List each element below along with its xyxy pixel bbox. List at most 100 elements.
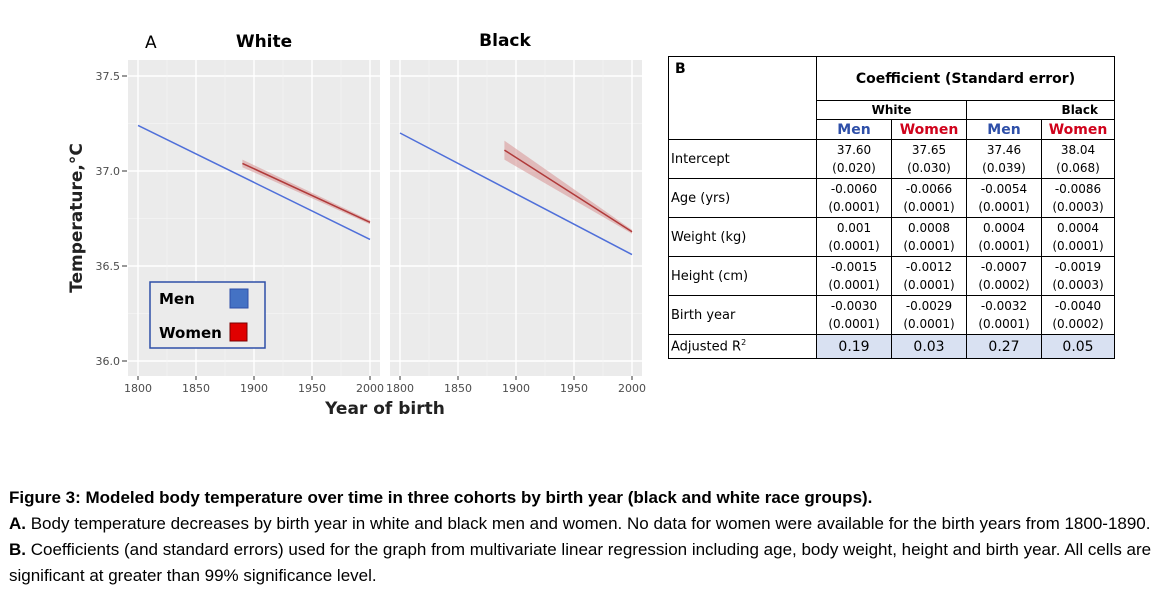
table-row: Weight (kg) 0.001 (0.0001) 0.0008 (0.0001) 0.…	[668, 217, 1115, 257]
standard-error-value: (0.0001)	[903, 278, 955, 292]
legend-label-men: Men	[159, 290, 195, 308]
legend: Men Women	[149, 281, 266, 349]
standard-error-value: (0.0001)	[903, 200, 955, 214]
table-cell: -0.0060 (0.0001)	[816, 178, 892, 218]
row-label: Weight (kg)	[668, 217, 817, 257]
coefficient-value: -0.0040	[1054, 299, 1102, 313]
col-header-black-women: Women	[1041, 119, 1115, 140]
standard-error-value: (0.039)	[982, 161, 1026, 175]
table-cell: -0.0086 (0.0003)	[1041, 178, 1115, 218]
table-cell: -0.0007 (0.0002)	[966, 256, 1042, 296]
coefficient-value: -0.0012	[905, 260, 953, 274]
y-tick-label: 37.0	[96, 165, 121, 178]
coefficient-value: -0.0015	[830, 260, 878, 274]
group-header-white: White	[816, 100, 967, 120]
x-tick-label: 2000	[618, 382, 646, 395]
coefficient-value: 37.65	[911, 143, 947, 157]
legend-swatch-men	[229, 288, 249, 309]
x-tick-label: 1950	[298, 382, 326, 395]
standard-error-value: (0.068)	[1056, 161, 1100, 175]
table-cell: 37.65 (0.030)	[891, 139, 967, 179]
table-cell: -0.0040 (0.0002)	[1041, 295, 1115, 335]
x-tick-label: 2000	[356, 382, 384, 395]
coefficient-value: 0.0008	[908, 221, 950, 235]
coefficient-rows: Intercept 37.60 (0.020) 37.65 (0.030) 37.46 (0…	[668, 139, 1115, 335]
caption-body: A. Body temperature decreases by birth y…	[9, 511, 1159, 589]
coefficient-table: B Coefficient (Standard error) White Bla…	[668, 56, 1115, 359]
table-cell: 0.001 (0.0001)	[816, 217, 892, 257]
r2-superscript: 2	[741, 338, 747, 348]
y-tick-label: 36.5	[96, 260, 121, 273]
standard-error-value: (0.0002)	[978, 278, 1030, 292]
table-cell: 0.0004 (0.0001)	[1041, 217, 1115, 257]
group-header-black: Black	[966, 100, 1115, 120]
figure-caption: Figure 3: Modeled body temperature over …	[9, 485, 1159, 589]
coefficient-value: 0.001	[836, 221, 872, 235]
standard-error-value: (0.0002)	[1052, 317, 1104, 331]
legend-label-women: Women	[159, 324, 222, 342]
caption-a-text: Body temperature decreases by birth year…	[26, 514, 1151, 533]
series-line-black-women	[503, 149, 633, 233]
legend-swatch-women	[229, 322, 248, 342]
facet-title-black: Black	[479, 31, 531, 51]
table-cell: -0.0029 (0.0001)	[891, 295, 967, 335]
coefficient-value: -0.0054	[980, 182, 1028, 196]
table-header-coefficient: Coefficient (Standard error)	[816, 56, 1115, 101]
row-label: Age (yrs)	[668, 178, 817, 218]
coefficient-value: -0.0066	[905, 182, 953, 196]
confidence-band-black-women	[504, 140, 632, 234]
series-line-black-men	[399, 132, 633, 256]
standard-error-value: (0.020)	[832, 161, 876, 175]
r2-value-white-women: 0.03	[891, 334, 967, 359]
standard-error-value: (0.0001)	[978, 317, 1030, 331]
standard-error-value: (0.0001)	[828, 317, 880, 331]
col-header-white-women: Women	[891, 119, 967, 140]
standard-error-value: (0.0003)	[1052, 278, 1104, 292]
r2-label-text: Adjusted R	[671, 339, 742, 355]
table-row: Height (cm) -0.0015 (0.0001) -0.0012 (0.0001…	[668, 256, 1115, 296]
y-tick-label: 36.0	[96, 355, 121, 368]
table-cell: 37.46 (0.039)	[966, 139, 1042, 179]
panel-a-letter: A	[145, 33, 157, 53]
coefficient-value: 38.04	[1060, 143, 1096, 157]
table-cell: -0.0012 (0.0001)	[891, 256, 967, 296]
standard-error-value: (0.0001)	[978, 200, 1030, 214]
caption-b-label: B.	[9, 540, 26, 559]
panel-b-letter: B	[668, 56, 817, 140]
table-cell: 0.0008 (0.0001)	[891, 217, 967, 257]
r2-label: Adjusted R2	[668, 334, 817, 359]
col-header-black-men: Men	[966, 119, 1042, 140]
caption-title: Figure 3: Modeled body temperature over …	[9, 488, 873, 507]
x-tick-label: 1850	[182, 382, 210, 395]
series-line-white-men	[137, 124, 371, 241]
row-label: Height (cm)	[668, 256, 817, 296]
coefficient-value: 37.60	[836, 143, 872, 157]
table-row: Age (yrs) -0.0060 (0.0001) -0.0066 (0.0001) -…	[668, 178, 1115, 218]
y-tick-label: 37.5	[96, 70, 121, 83]
coefficient-value: -0.0030	[830, 299, 878, 313]
r2-row: Adjusted R2 0.19 0.03 0.27 0.05	[668, 334, 1115, 359]
table-cell: -0.0066 (0.0001)	[891, 178, 967, 218]
facet-title-white: White	[236, 32, 292, 52]
x-tick-label: 1900	[240, 382, 268, 395]
r2-value-white-men: 0.19	[816, 334, 892, 359]
caption-a-label: A.	[9, 514, 26, 533]
table-cell: -0.0032 (0.0001)	[966, 295, 1042, 335]
coefficient-value: 0.0004	[1057, 221, 1099, 235]
standard-error-value: (0.0001)	[828, 278, 880, 292]
caption-b-text: Coefficients (and standard errors) used …	[9, 540, 1152, 585]
r2-value-black-men: 0.27	[966, 334, 1042, 359]
coefficient-value: -0.0007	[980, 260, 1028, 274]
table-cell: -0.0030 (0.0001)	[816, 295, 892, 335]
x-tick-label: 1950	[560, 382, 588, 395]
standard-error-value: (0.0003)	[1052, 200, 1104, 214]
table-cell: -0.0054 (0.0001)	[966, 178, 1042, 218]
coefficient-value: 37.46	[986, 143, 1022, 157]
table-cell: -0.0019 (0.0003)	[1041, 256, 1115, 296]
table-cell: 37.60 (0.020)	[816, 139, 892, 179]
standard-error-value: (0.0001)	[978, 239, 1030, 253]
table-row: Birth year -0.0030 (0.0001) -0.0029 (0.0001)…	[668, 295, 1115, 335]
table-row: Intercept 37.60 (0.020) 37.65 (0.030) 37.46 (0…	[668, 139, 1115, 179]
